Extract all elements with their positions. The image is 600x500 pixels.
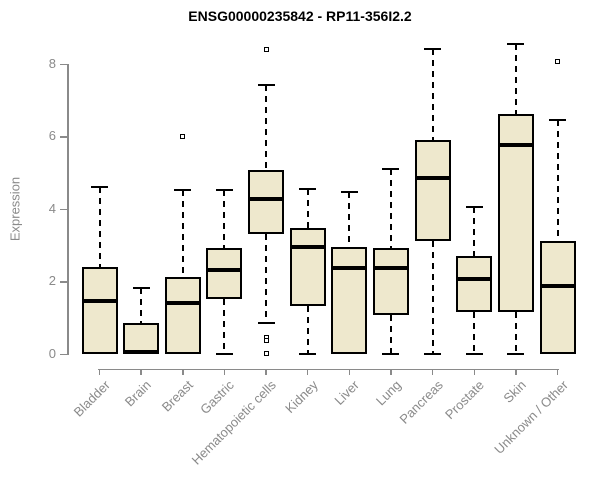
lower-whisker-cap bbox=[424, 352, 442, 355]
upper-whisker bbox=[140, 288, 143, 323]
lower-whisker bbox=[223, 299, 226, 354]
median-line bbox=[539, 284, 576, 289]
y-axis-tick bbox=[60, 208, 67, 210]
median-line bbox=[123, 349, 160, 354]
outlier-point bbox=[555, 59, 561, 65]
chart-title: ENSG00000235842 - RP11-356I2.2 bbox=[188, 8, 412, 24]
median-line bbox=[331, 266, 368, 271]
y-tick-label: 4 bbox=[48, 200, 56, 216]
x-axis-tick bbox=[223, 368, 226, 375]
lower-whisker bbox=[265, 233, 268, 323]
box-prostate bbox=[456, 255, 493, 312]
upper-whisker-cap bbox=[132, 287, 150, 290]
upper-whisker bbox=[389, 168, 392, 249]
median-line bbox=[414, 175, 451, 180]
box-skin bbox=[497, 114, 534, 312]
upper-whisker-cap bbox=[340, 191, 358, 194]
box-gastric bbox=[206, 248, 243, 300]
y-axis-tick bbox=[60, 281, 67, 283]
upper-whisker bbox=[514, 43, 517, 115]
lower-whisker-cap bbox=[507, 352, 525, 355]
lower-whisker bbox=[389, 315, 392, 354]
lower-whisker-cap bbox=[299, 352, 317, 355]
y-tick-label: 6 bbox=[48, 128, 56, 143]
upper-whisker-cap bbox=[465, 205, 483, 208]
median-line bbox=[497, 143, 534, 148]
y-axis-title: Expression bbox=[7, 176, 23, 242]
x-axis-tick bbox=[390, 368, 392, 375]
upper-whisker bbox=[223, 190, 226, 249]
upper-whisker-cap bbox=[507, 42, 525, 45]
box-breast bbox=[164, 277, 201, 354]
lower-whisker-cap bbox=[257, 321, 275, 324]
lower-whisker bbox=[473, 311, 476, 354]
box-hematopoietic-cells bbox=[248, 170, 285, 234]
median-line bbox=[456, 277, 493, 282]
upper-whisker-cap bbox=[257, 84, 275, 87]
x-axis-tick bbox=[348, 368, 351, 375]
median-line bbox=[164, 300, 201, 305]
upper-whisker bbox=[556, 119, 559, 242]
x-axis-tick bbox=[473, 368, 475, 375]
lower-whisker-cap bbox=[465, 352, 483, 355]
upper-whisker bbox=[181, 190, 184, 278]
median-line bbox=[289, 244, 326, 249]
box-kidney bbox=[289, 228, 326, 307]
median-line bbox=[248, 197, 285, 202]
x-axis-tick bbox=[182, 368, 184, 375]
outlier-point bbox=[263, 351, 269, 356]
y-tick-label: 8 bbox=[48, 55, 56, 71]
box-lung bbox=[372, 248, 409, 316]
upper-whisker bbox=[265, 85, 268, 171]
upper-whisker bbox=[348, 192, 351, 247]
box-unknown-other bbox=[539, 241, 576, 354]
y-axis-line bbox=[67, 63, 69, 355]
lower-whisker bbox=[514, 311, 517, 354]
y-axis-tick bbox=[60, 136, 67, 138]
x-axis-tick bbox=[98, 368, 101, 375]
upper-whisker-cap bbox=[299, 187, 317, 190]
outlier-point bbox=[180, 133, 186, 139]
box-bladder bbox=[81, 266, 118, 354]
upper-whisker bbox=[98, 186, 101, 267]
median-line bbox=[206, 268, 243, 273]
lower-whisker-cap bbox=[382, 352, 400, 355]
median-line bbox=[372, 266, 409, 271]
upper-whisker-cap bbox=[215, 189, 233, 192]
median-line bbox=[81, 298, 118, 303]
y-axis-tick bbox=[60, 63, 67, 65]
x-axis-tick bbox=[265, 368, 267, 375]
upper-whisker bbox=[306, 188, 309, 229]
x-axis-tick bbox=[306, 368, 309, 375]
upper-whisker bbox=[431, 49, 434, 140]
upper-whisker-cap bbox=[91, 185, 108, 188]
y-axis-tick bbox=[60, 353, 67, 355]
box-liver bbox=[331, 246, 368, 354]
lower-whisker bbox=[431, 241, 434, 354]
x-axis-tick bbox=[515, 368, 517, 375]
upper-whisker-cap bbox=[549, 118, 567, 121]
outlier-point bbox=[263, 338, 269, 344]
upper-whisker-cap bbox=[382, 167, 400, 170]
y-tick-label: 2 bbox=[48, 273, 56, 288]
x-axis-tick bbox=[556, 368, 559, 375]
box-pancreas bbox=[414, 139, 451, 242]
y-tick-label: 0 bbox=[48, 345, 56, 361]
box-brain bbox=[123, 322, 160, 354]
x-axis-tick bbox=[140, 368, 142, 375]
upper-whisker-cap bbox=[174, 189, 192, 192]
x-axis-tick bbox=[431, 368, 434, 375]
upper-whisker-cap bbox=[424, 48, 442, 50]
upper-whisker bbox=[473, 206, 476, 256]
lower-whisker-cap bbox=[215, 352, 233, 355]
x-axis-line bbox=[98, 368, 560, 370]
lower-whisker bbox=[306, 306, 309, 354]
outlier-point bbox=[263, 46, 269, 52]
